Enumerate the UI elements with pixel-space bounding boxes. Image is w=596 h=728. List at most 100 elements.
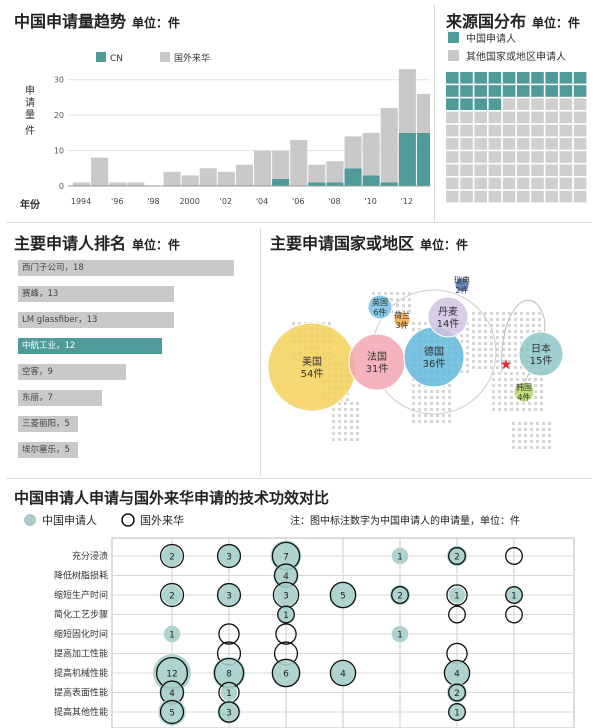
map-dot [478, 330, 481, 333]
waffle-cell [503, 98, 516, 110]
waffle-cell [545, 138, 558, 150]
waffle-cell [446, 178, 459, 190]
map-dot [508, 348, 511, 351]
map-dot [448, 414, 451, 417]
map-dot [498, 408, 501, 411]
map-dot [424, 414, 427, 417]
map-dot [430, 396, 433, 399]
bubble-count-label: 1 [397, 553, 403, 563]
map-dot [442, 408, 445, 411]
map-dot [510, 402, 513, 405]
map-dot [490, 342, 493, 345]
ranking-bar: LM glassfiber，13 [18, 312, 174, 328]
map-dot [430, 420, 433, 423]
map-dot [350, 432, 353, 435]
map-dot [516, 408, 519, 411]
y-axis-label-char: 量 [25, 109, 35, 121]
waffle-cell [574, 72, 587, 84]
ranking-bar-label: 东丽，7 [22, 391, 53, 403]
map-dot [490, 360, 493, 363]
map-dot [538, 312, 541, 315]
waffle-cell [446, 151, 459, 163]
waffle-cell [503, 191, 516, 203]
region-count: 14件 [437, 318, 460, 330]
bar-foreign [308, 165, 325, 183]
waffle-cell [531, 151, 544, 163]
waffle-cell [474, 112, 487, 124]
map-dot [466, 364, 469, 367]
map-dot [530, 428, 533, 431]
map-dot [466, 340, 469, 343]
bubble-count-label: 12 [166, 670, 177, 680]
bar-foreign [164, 172, 181, 186]
map-dot [542, 446, 545, 449]
map-dot [292, 322, 295, 325]
map-dot [514, 318, 517, 321]
waffle-cell [560, 98, 573, 110]
regions-unit: 单位：件 [420, 238, 468, 252]
map-dot [418, 390, 421, 393]
map-dot [412, 402, 415, 405]
region-name: 韩国 [516, 382, 532, 392]
ranking-bar: 空客，9 [18, 364, 126, 380]
ranking-bar: 赛峰，13 [18, 286, 174, 302]
bar-cn [272, 179, 289, 186]
waffle-cell [460, 72, 473, 84]
map-dot [442, 390, 445, 393]
waffle-cell [460, 178, 473, 190]
waffle-cell [503, 178, 516, 190]
map-dot [508, 342, 511, 345]
region-count: 2件 [455, 285, 468, 295]
bar-foreign [381, 108, 398, 182]
map-dot [540, 384, 543, 387]
map-dot [524, 440, 527, 443]
map-dot [534, 408, 537, 411]
map-dot [518, 440, 521, 443]
bar-foreign [73, 182, 90, 186]
source-title: 来源国分布单位：件 [446, 8, 580, 32]
map-dot [502, 324, 505, 327]
map-dot [534, 384, 537, 387]
waffle-cell [574, 178, 587, 190]
map-dot [510, 408, 513, 411]
effects-legend: 中国申请人国外来华注：图中标注数字为中国申请人的申请量，单位：件 [0, 508, 596, 532]
map-dot [522, 408, 525, 411]
matrix-row-label: 简化工艺步骤 [54, 609, 108, 621]
map-dot [484, 348, 487, 351]
bubble-count-label: 2 [397, 592, 403, 602]
map-dot [430, 408, 433, 411]
region-name: 法国 [367, 350, 387, 363]
map-dot [520, 324, 523, 327]
map-dot [538, 318, 541, 321]
map-dot [346, 398, 349, 401]
map-dot [418, 414, 421, 417]
waffle-cell [574, 98, 587, 110]
matrix-row-label: 提高加工性能 [54, 648, 108, 660]
waffle-cell [460, 164, 473, 176]
y-tick-label: 20 [54, 111, 64, 120]
ranking-bar-label: LM glassfiber，13 [22, 313, 97, 325]
ranking-bar-label: 空客，9 [22, 365, 53, 377]
map-dot [338, 432, 341, 435]
map-dot [512, 440, 515, 443]
bubble-count-label: 2 [169, 553, 175, 563]
waffle-cell [474, 138, 487, 150]
map-dot [526, 312, 529, 315]
map-dot [516, 378, 519, 381]
map-dot [530, 440, 533, 443]
region-count: 54件 [301, 368, 324, 380]
waffle-cell [474, 191, 487, 203]
map-dot [338, 438, 341, 441]
map-dot [424, 396, 427, 399]
map-dot [516, 402, 519, 405]
map-dot [532, 318, 535, 321]
map-dot [472, 342, 475, 345]
map-dot [492, 408, 495, 411]
map-dot [356, 408, 359, 411]
ranking-bar-label: 赛峰，13 [22, 287, 58, 299]
waffle-cell [446, 85, 459, 97]
map-dot [436, 408, 439, 411]
map-dot [524, 422, 527, 425]
map-dot [418, 322, 421, 325]
map-dot [510, 384, 513, 387]
